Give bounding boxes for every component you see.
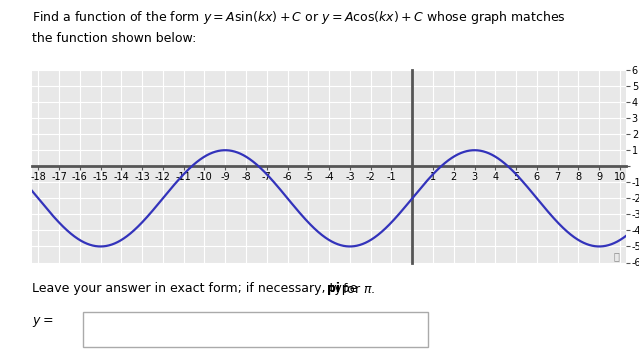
Text: 🔍: 🔍 <box>614 251 620 261</box>
Text: for $\pi$.: for $\pi$. <box>342 282 375 296</box>
Text: $y = $: $y = $ <box>32 315 53 329</box>
Text: pi: pi <box>327 282 340 295</box>
Text: Leave your answer in exact form; if necessary, type: Leave your answer in exact form; if nece… <box>32 282 361 295</box>
Text: Find a function of the form $y = A\sin(kx) + C$ or $y = A\cos(kx) + C$ whose gra: Find a function of the form $y = A\sin(k… <box>32 9 566 26</box>
Text: the function shown below:: the function shown below: <box>32 32 196 44</box>
